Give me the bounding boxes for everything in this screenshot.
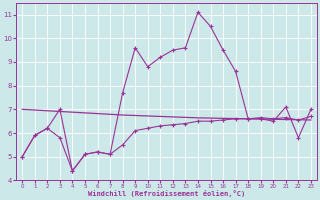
X-axis label: Windchill (Refroidissement éolien,°C): Windchill (Refroidissement éolien,°C) [88,190,245,197]
